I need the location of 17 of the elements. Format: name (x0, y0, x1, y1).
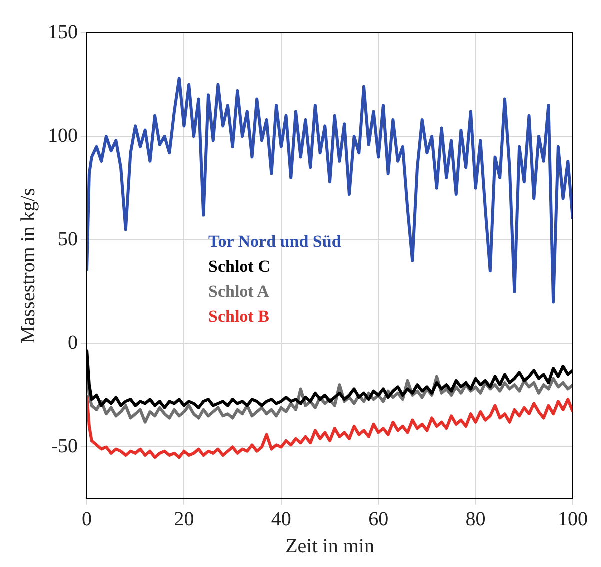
x-tick-label: 40 (271, 508, 292, 530)
y-tick-label: 50 (58, 228, 78, 250)
text: Schlot A (208, 282, 270, 302)
x-tick-label: 20 (174, 508, 194, 530)
x-tick-label: 80 (466, 508, 486, 530)
y-tick-label: 150 (48, 21, 78, 44)
text: Schlot C (208, 257, 270, 276)
y-tick-label: -50 (51, 435, 78, 458)
y-tick-label: 0 (68, 332, 78, 354)
y-axis-title: Massestrom in kg/s (17, 188, 40, 344)
text: Schlot B (208, 307, 270, 326)
series-label: Tor Nord und Süd (208, 232, 342, 252)
y-tick-label: 100 (48, 124, 78, 147)
x-tick-label: 60 (368, 508, 389, 530)
x-tick-label: 0 (82, 508, 92, 530)
x-axis-title: Zeit in min (286, 535, 374, 558)
x-tick-label: 100 (558, 508, 588, 530)
